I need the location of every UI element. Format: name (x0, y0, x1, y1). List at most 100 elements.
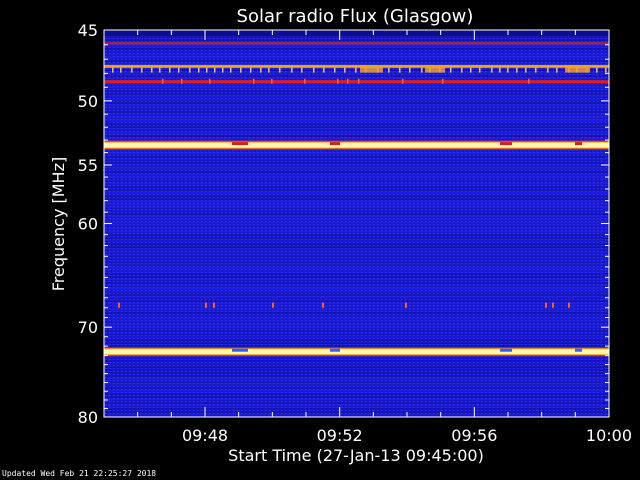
freq-stripe (104, 30, 609, 36)
burst-spike (159, 67, 161, 73)
freq-stripe (104, 93, 609, 95)
freq-stripe (104, 411, 609, 413)
freq-stripe (104, 393, 609, 395)
freq-stripe (104, 408, 609, 410)
burst-spike (209, 78, 211, 84)
freq-stripe (104, 57, 609, 59)
emission-band (104, 142, 609, 148)
freq-stripe (104, 168, 609, 170)
freq-stripe (104, 99, 609, 101)
freq-stripe (104, 312, 609, 314)
freq-stripe (104, 54, 609, 56)
freq-stripe (104, 306, 609, 308)
freq-stripe (104, 210, 609, 212)
freq-stripe (104, 252, 609, 254)
freq-stripe (104, 120, 609, 122)
freq-stripe (104, 78, 609, 80)
burst-spike (605, 67, 607, 73)
burst-spike (268, 67, 270, 73)
burst-spike (547, 67, 549, 73)
freq-stripe (104, 60, 609, 62)
burst-spike (178, 67, 180, 73)
burst-spike (479, 67, 481, 73)
freq-stripe (104, 324, 609, 326)
burst-patch (232, 348, 248, 352)
freq-stripe (104, 231, 609, 233)
freq-stripe (104, 282, 609, 284)
freq-stripe (104, 387, 609, 389)
y-axis-ticks: 45 50 55 60 70 80 (78, 21, 609, 427)
x-tick-label: 10:00 (586, 426, 632, 445)
freq-stripe (104, 255, 609, 257)
freq-stripe (104, 48, 609, 50)
freq-stripe (104, 246, 609, 248)
burst-patch (575, 142, 582, 146)
freq-stripe (104, 186, 609, 188)
burst-spike (358, 78, 360, 84)
burst-spike (347, 78, 349, 84)
freq-stripe (104, 75, 609, 77)
burst-spike (528, 78, 530, 84)
freq-stripe (104, 165, 609, 167)
freq-stripe (104, 72, 609, 74)
freq-stripe (104, 219, 609, 221)
freq-stripe (104, 228, 609, 230)
x-tick-label: 09:56 (451, 426, 497, 445)
burst-spike (344, 67, 346, 73)
freq-stripe (104, 177, 609, 179)
freq-stripe (104, 129, 609, 131)
freq-stripe (104, 117, 609, 119)
y-tick-label: 50 (78, 92, 98, 111)
burst-dot (213, 302, 215, 308)
freq-stripe (104, 195, 609, 197)
freq-stripe (104, 366, 609, 368)
burst-spike (399, 67, 401, 73)
freq-stripe (104, 300, 609, 302)
x-tick-label: 09:48 (182, 426, 228, 445)
freq-stripe (104, 132, 609, 134)
burst-patch (565, 66, 590, 73)
frequency-stripes (104, 30, 609, 416)
burst-spike (556, 67, 558, 73)
freq-stripe (104, 267, 609, 269)
freq-stripe (104, 45, 609, 47)
burst-dot (272, 302, 274, 308)
freq-stripe (104, 198, 609, 200)
y-tick-label: 70 (78, 318, 98, 337)
burst-dot (545, 302, 547, 308)
burst-spike (131, 67, 133, 73)
y-tick-label: 45 (78, 21, 98, 40)
burst-spike (112, 67, 114, 73)
emission-band (104, 42, 609, 45)
freq-stripe (104, 369, 609, 371)
freq-stripe (104, 342, 609, 344)
freq-stripe (104, 414, 609, 416)
burst-spike (470, 67, 472, 73)
freq-stripe (104, 192, 609, 194)
burst-patch (232, 142, 248, 146)
burst-dot (552, 302, 554, 308)
burst-spikes (112, 66, 607, 352)
freq-stripe (104, 381, 609, 383)
emission-band (104, 64, 609, 68)
freq-stripe (104, 174, 609, 176)
freq-stripe (104, 39, 609, 41)
burst-spike (461, 67, 463, 73)
freq-stripe (104, 273, 609, 275)
freq-stripe (104, 336, 609, 338)
burst-spike (189, 67, 191, 73)
burst-spike (253, 78, 255, 84)
freq-stripe (104, 315, 609, 317)
freq-stripe (104, 327, 609, 329)
freq-stripe (104, 279, 609, 281)
emission-bands (104, 42, 609, 357)
y-axis-label: Frequency [MHz] (49, 157, 68, 291)
freq-stripe (104, 261, 609, 263)
freq-stripe (104, 330, 609, 332)
burst-spike (525, 67, 527, 73)
freq-stripe (104, 213, 609, 215)
burst-spike (271, 78, 273, 84)
burst-spike (337, 78, 339, 84)
burst-dot (405, 302, 407, 308)
burst-spike (222, 67, 224, 73)
